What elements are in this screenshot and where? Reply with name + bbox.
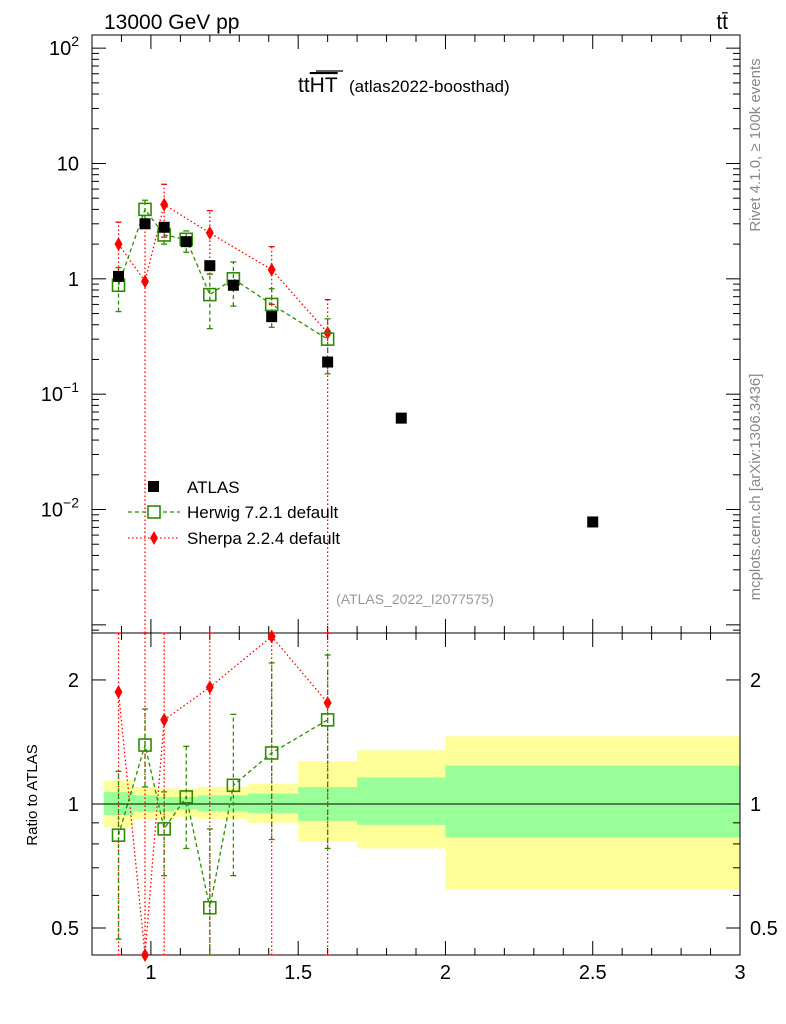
ratio-band-inner: [133, 795, 157, 812]
plot-title-ht: HT: [310, 74, 338, 97]
ratio-herwig-point: [203, 900, 217, 915]
main-atlas-point: [322, 356, 334, 368]
plot-title-tt: tt: [298, 74, 310, 97]
main-ytick-exponent: 2: [71, 33, 79, 49]
ratio-xtick-label: 3: [734, 962, 745, 984]
main-ytick-label: 102: [49, 33, 79, 60]
ratio-xtick-label: 1.5: [284, 962, 312, 984]
ratio-ytick-label-left: 2: [68, 670, 79, 692]
ratio-band-inner: [248, 793, 299, 814]
analysis-id: (ATLAS_2022_I2077575): [336, 591, 494, 607]
energy-label: 13000 GeV pp: [104, 11, 239, 34]
legend-atlas-marker: [148, 481, 159, 492]
ratio-sherpa-point: [141, 948, 150, 962]
plot-title: ttHT: [298, 74, 338, 97]
legend-sherpa-marker: [150, 531, 158, 545]
ratio-herwig-point: [138, 738, 152, 752]
ratio-herwig-point: [111, 828, 126, 842]
ratio-ytick-label-right: 2: [750, 670, 761, 692]
main-ytick-label: 10−1: [41, 379, 79, 406]
legend-herwig-marker: [147, 505, 161, 519]
main-panel: 102 10 1 10−1 10−2 ttHT (atlas2022-boosthad)…: [41, 33, 741, 634]
main-ytick-label: 10: [57, 153, 79, 175]
ratio-sherpa-point: [114, 684, 123, 699]
ratio-band-inner: [198, 795, 222, 812]
ratio-axis-ticks: 2 2 1 1 0.5 0.5 1 1.5 2 2.5 3: [51, 633, 778, 984]
ratio-band-inner: [445, 765, 740, 838]
main-axis-ticks: 102 10 1 10−1 10−2: [41, 33, 741, 633]
ratio-sherpa-point: [160, 712, 169, 727]
main-atlas-point: [113, 270, 125, 282]
ratio-sherpa-point: [323, 695, 332, 710]
legend-atlas-label: ATLAS: [187, 478, 240, 497]
ratio-xtick-label: 2.5: [579, 962, 607, 984]
main-herwig-point: [264, 297, 279, 312]
ratio-panel: 2 2 1 1 0.5 0.5 1 1.5 2 2.5 3 Ratio to ATLAS: [24, 629, 778, 984]
main-sherpa-point: [205, 225, 214, 240]
ratio-band-inner: [221, 795, 249, 812]
ratio-herwig-point: [179, 790, 194, 804]
main-sherpa-point: [114, 237, 123, 252]
side-text-rivet: Rivet 4.1.0, ≥ 100k events: [747, 58, 764, 231]
ratio-xtick-label: 2: [440, 962, 451, 984]
main-ytick-exponent: −2: [63, 495, 79, 511]
main-atlas-point: [204, 260, 216, 272]
ratio-bands: [103, 736, 740, 890]
main-herwig-point: [203, 287, 217, 302]
side-text-mcplots: mcplots.cern.ch [arXiv:1306.3436]: [747, 374, 764, 601]
legend-sherpa-label: Sherpa 2.2.4 default: [187, 529, 340, 548]
main-ytick-label: 10−2: [41, 495, 79, 522]
ratio-ytick-label-right: 0.5: [750, 918, 778, 940]
ratio-ytick-label-right: 1: [750, 794, 761, 816]
ratio-series-group: [111, 629, 335, 962]
main-atlas-point: [587, 516, 599, 528]
process-label: tt̄: [716, 11, 728, 34]
main-sherpa-point: [141, 274, 150, 289]
main-atlas-point: [139, 218, 151, 230]
ratio-ylabel: Ratio to ATLAS: [24, 744, 41, 845]
main-sherpa-point: [160, 197, 169, 212]
main-ytick-exponent: −1: [63, 379, 79, 395]
legend: ATLAS Herwig 7.2.1 default Sherpa 2.2.4 …: [128, 478, 340, 548]
ratio-herwig-point: [264, 746, 279, 760]
main-sherpa-line: [117, 203, 329, 334]
main-herwig-point: [320, 332, 335, 346]
ratio-sherpa-line: [117, 635, 329, 956]
main-atlas-point: [158, 221, 170, 233]
ratio-herwig-point: [226, 778, 241, 793]
main-atlas-point: [227, 279, 239, 291]
plot-subtitle: (atlas2022-boosthad): [349, 77, 510, 96]
ratio-sherpa-point: [205, 680, 214, 695]
ratio-ytick-label-left: 0.5: [51, 918, 79, 940]
ratio-xtick-label: 1: [145, 962, 156, 984]
legend-herwig-label: Herwig 7.2.1 default: [187, 503, 338, 522]
ratio-herwig-point: [320, 713, 335, 727]
main-atlas-point: [266, 311, 278, 323]
ratio-herwig-point: [157, 822, 171, 836]
main-herwig-point: [138, 202, 152, 217]
main-atlas-point: [180, 236, 192, 248]
ratio-ytick-label-left: 1: [68, 794, 79, 816]
ratio-sherpa-point: [267, 629, 276, 644]
ratio-band-inner: [357, 777, 446, 825]
main-sherpa-point: [267, 262, 276, 277]
main-ytick-label: 1: [68, 269, 79, 291]
main-series-group: [111, 183, 599, 634]
main-atlas-point: [395, 412, 407, 424]
